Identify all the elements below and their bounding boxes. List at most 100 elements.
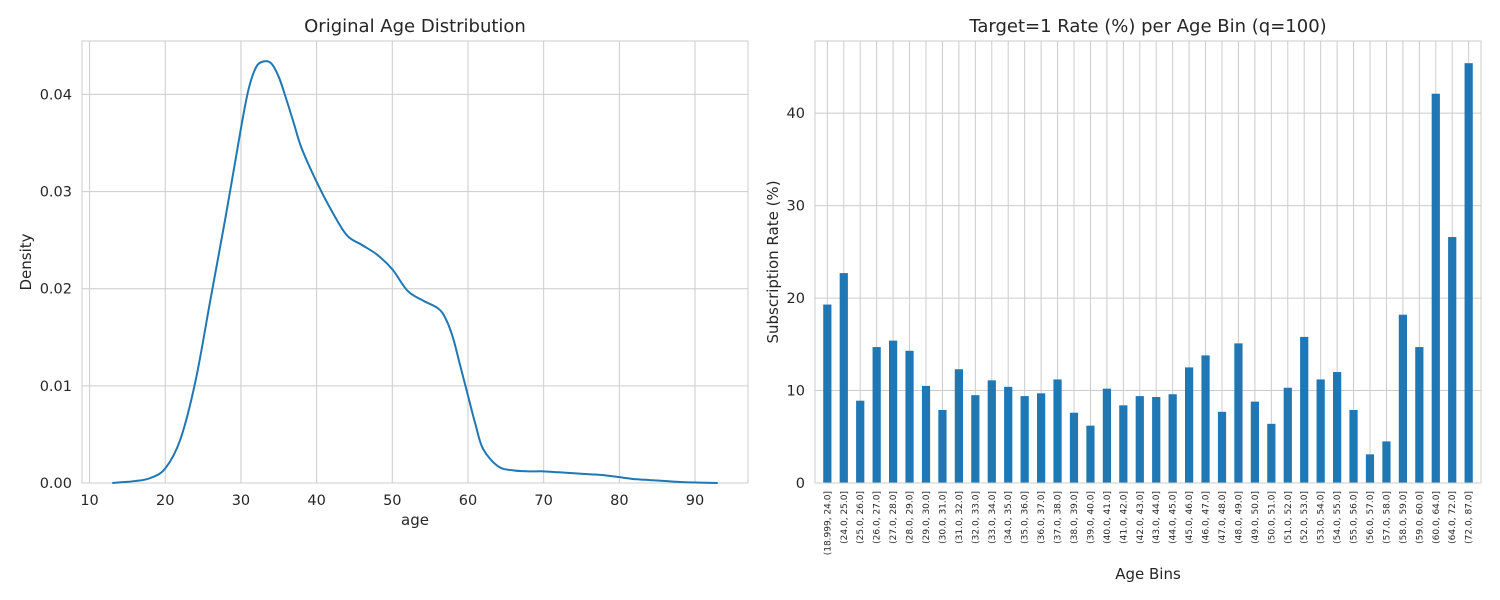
bar [1102, 388, 1111, 483]
density-x-axis-label: age [401, 511, 429, 529]
bar [1464, 63, 1473, 483]
bar-y-tick-label: 0 [796, 476, 805, 492]
bar [839, 273, 848, 483]
bar [1217, 411, 1227, 483]
bar [1053, 379, 1062, 483]
bar-x-tick-label: (42.0, 43.0] [1136, 491, 1146, 544]
bar [1382, 441, 1391, 483]
bar-y-tick-label: 40 [787, 106, 805, 122]
bar-x-tick-label: (32.0, 33.0] [971, 491, 981, 544]
density-y-tick-label: 0.02 [40, 282, 72, 298]
density-curve [112, 60, 718, 484]
density-x-ticks: 10 20 30 40 50 60 70 80 90 [80, 493, 704, 509]
bar [1349, 409, 1358, 483]
bar [1152, 397, 1161, 483]
bar [823, 304, 832, 483]
bar-x-tick-label: (40.0, 41.0] [1103, 491, 1113, 544]
bar-x-ticks: (18.999, 24.0] (24.0, 25.0] (25.0, 26.0] (2… [823, 491, 1474, 555]
density-x-tick-label: 10 [80, 493, 98, 509]
bar [1135, 396, 1144, 483]
density-x-tick-label: 50 [383, 493, 401, 509]
bar [1300, 336, 1309, 483]
bar-x-tick-label: (47.0, 48.0] [1218, 491, 1228, 544]
bar-x-tick-label: (50.0, 51.0] [1267, 491, 1277, 544]
density-y-ticks: 0.00 0.01 0.02 0.03 0.04 [40, 87, 72, 492]
bar-x-tick-label: (37.0, 38.0] [1054, 491, 1064, 544]
bar-x-tick-label: (26.0, 27.0] [873, 491, 883, 544]
bar-x-tick-label: (45.0, 46.0] [1185, 491, 1195, 544]
bar [971, 395, 980, 483]
bar-x-tick-label: (55.0, 56.0] [1350, 491, 1360, 544]
density-y-tick-label: 0.00 [40, 476, 72, 492]
bar [1333, 372, 1342, 483]
bar-x-tick-label: (46.0, 47.0] [1202, 491, 1212, 544]
bar [856, 400, 865, 483]
bar-x-tick-label: (64.0, 72.0] [1448, 491, 1458, 544]
bar-x-tick-label: (53.0, 54.0] [1317, 491, 1327, 544]
bar [1086, 425, 1095, 483]
bar [905, 350, 914, 483]
density-plot-area [82, 41, 748, 483]
bar-x-tick-label: (25.0, 26.0] [856, 491, 866, 544]
density-y-axis-label: Density [17, 233, 35, 290]
bar [1168, 394, 1177, 483]
bar [954, 369, 963, 483]
bar [1431, 93, 1440, 484]
bar-x-tick-label: (38.0, 39.0] [1070, 491, 1080, 544]
density-x-tick-label: 40 [307, 493, 325, 509]
bar-x-tick-label: (58.0, 59.0] [1399, 491, 1409, 544]
bar [987, 380, 996, 483]
bar [1185, 367, 1194, 483]
bar [1119, 405, 1128, 483]
bar-x-tick-label: (59.0, 60.0] [1415, 491, 1425, 544]
bar [1037, 393, 1046, 483]
bar [1448, 237, 1457, 483]
density-y-tick-label: 0.04 [40, 87, 72, 103]
density-x-tick-label: 80 [610, 493, 628, 509]
bar [889, 340, 898, 483]
bar-plot-frame [814, 40, 1482, 484]
bar-x-tick-label: (28.0, 29.0] [906, 491, 916, 544]
bar-x-tick-label: (54.0, 55.0] [1333, 491, 1343, 544]
bar-x-tick-label: (48.0, 49.0] [1234, 491, 1244, 544]
bar-x-tick-label: (49.0, 50.0] [1251, 491, 1261, 544]
bar-x-tick-label: (43.0, 44.0] [1152, 491, 1162, 544]
bar [1316, 379, 1325, 483]
bar [1004, 386, 1013, 483]
bar-x-tick-label: (30.0, 31.0] [938, 491, 948, 544]
density-plot-frame [81, 40, 749, 484]
bar-y-tick-label: 30 [787, 199, 805, 215]
bar [1283, 387, 1292, 483]
bar-x-tick-label: (33.0, 34.0] [988, 491, 998, 544]
bar-x-tick-label: (56.0, 57.0] [1366, 491, 1376, 544]
bar [1201, 355, 1210, 483]
bar-x-tick-label: (31.0, 32.0] [955, 491, 965, 544]
bar-x-tick-label: (52.0, 53.0] [1300, 491, 1310, 544]
bar-x-tick-label: (27.0, 28.0] [889, 491, 899, 544]
bar [1234, 343, 1243, 483]
bar [1365, 454, 1375, 483]
bar-chart-title: Target=1 Rate (%) per Age Bin (q=100) [968, 16, 1326, 37]
bar-series [823, 63, 1473, 484]
density-x-tick-label: 20 [156, 493, 174, 509]
subscription-rate-chart: 0 10 20 30 40 (18.999, 24.0] (24.0, 25.0] (25.… [764, 16, 1482, 583]
density-chart: 10 20 30 40 50 60 70 80 90 0.000.010.020.030.04 … [17, 16, 749, 529]
bar-x-tick-label: (51.0, 52.0] [1284, 491, 1294, 544]
bar-y-ticks: 0 10 20 30 40 [787, 106, 805, 492]
bar-x-tick-label: (24.0, 25.0] [840, 491, 850, 544]
bar-x-tick-label: (60.0, 64.0] [1432, 491, 1442, 544]
density-gridlines [82, 41, 748, 484]
bar [1069, 412, 1079, 483]
density-x-tick-label: 60 [459, 493, 477, 509]
bar-x-tick-label: (34.0, 35.0] [1004, 491, 1014, 544]
bar [938, 409, 947, 483]
density-x-tick-label: 70 [534, 493, 552, 509]
bar-x-tick-label: (35.0, 36.0] [1021, 491, 1031, 544]
bar-x-tick-label: (36.0, 37.0] [1037, 491, 1047, 544]
bar-y-tick-label: 20 [787, 291, 805, 307]
bar-x-tick-label: (29.0, 30.0] [922, 491, 932, 544]
bar-y-tick-label: 10 [787, 384, 805, 400]
density-x-tick-label: 90 [686, 493, 704, 509]
bar [872, 347, 881, 483]
